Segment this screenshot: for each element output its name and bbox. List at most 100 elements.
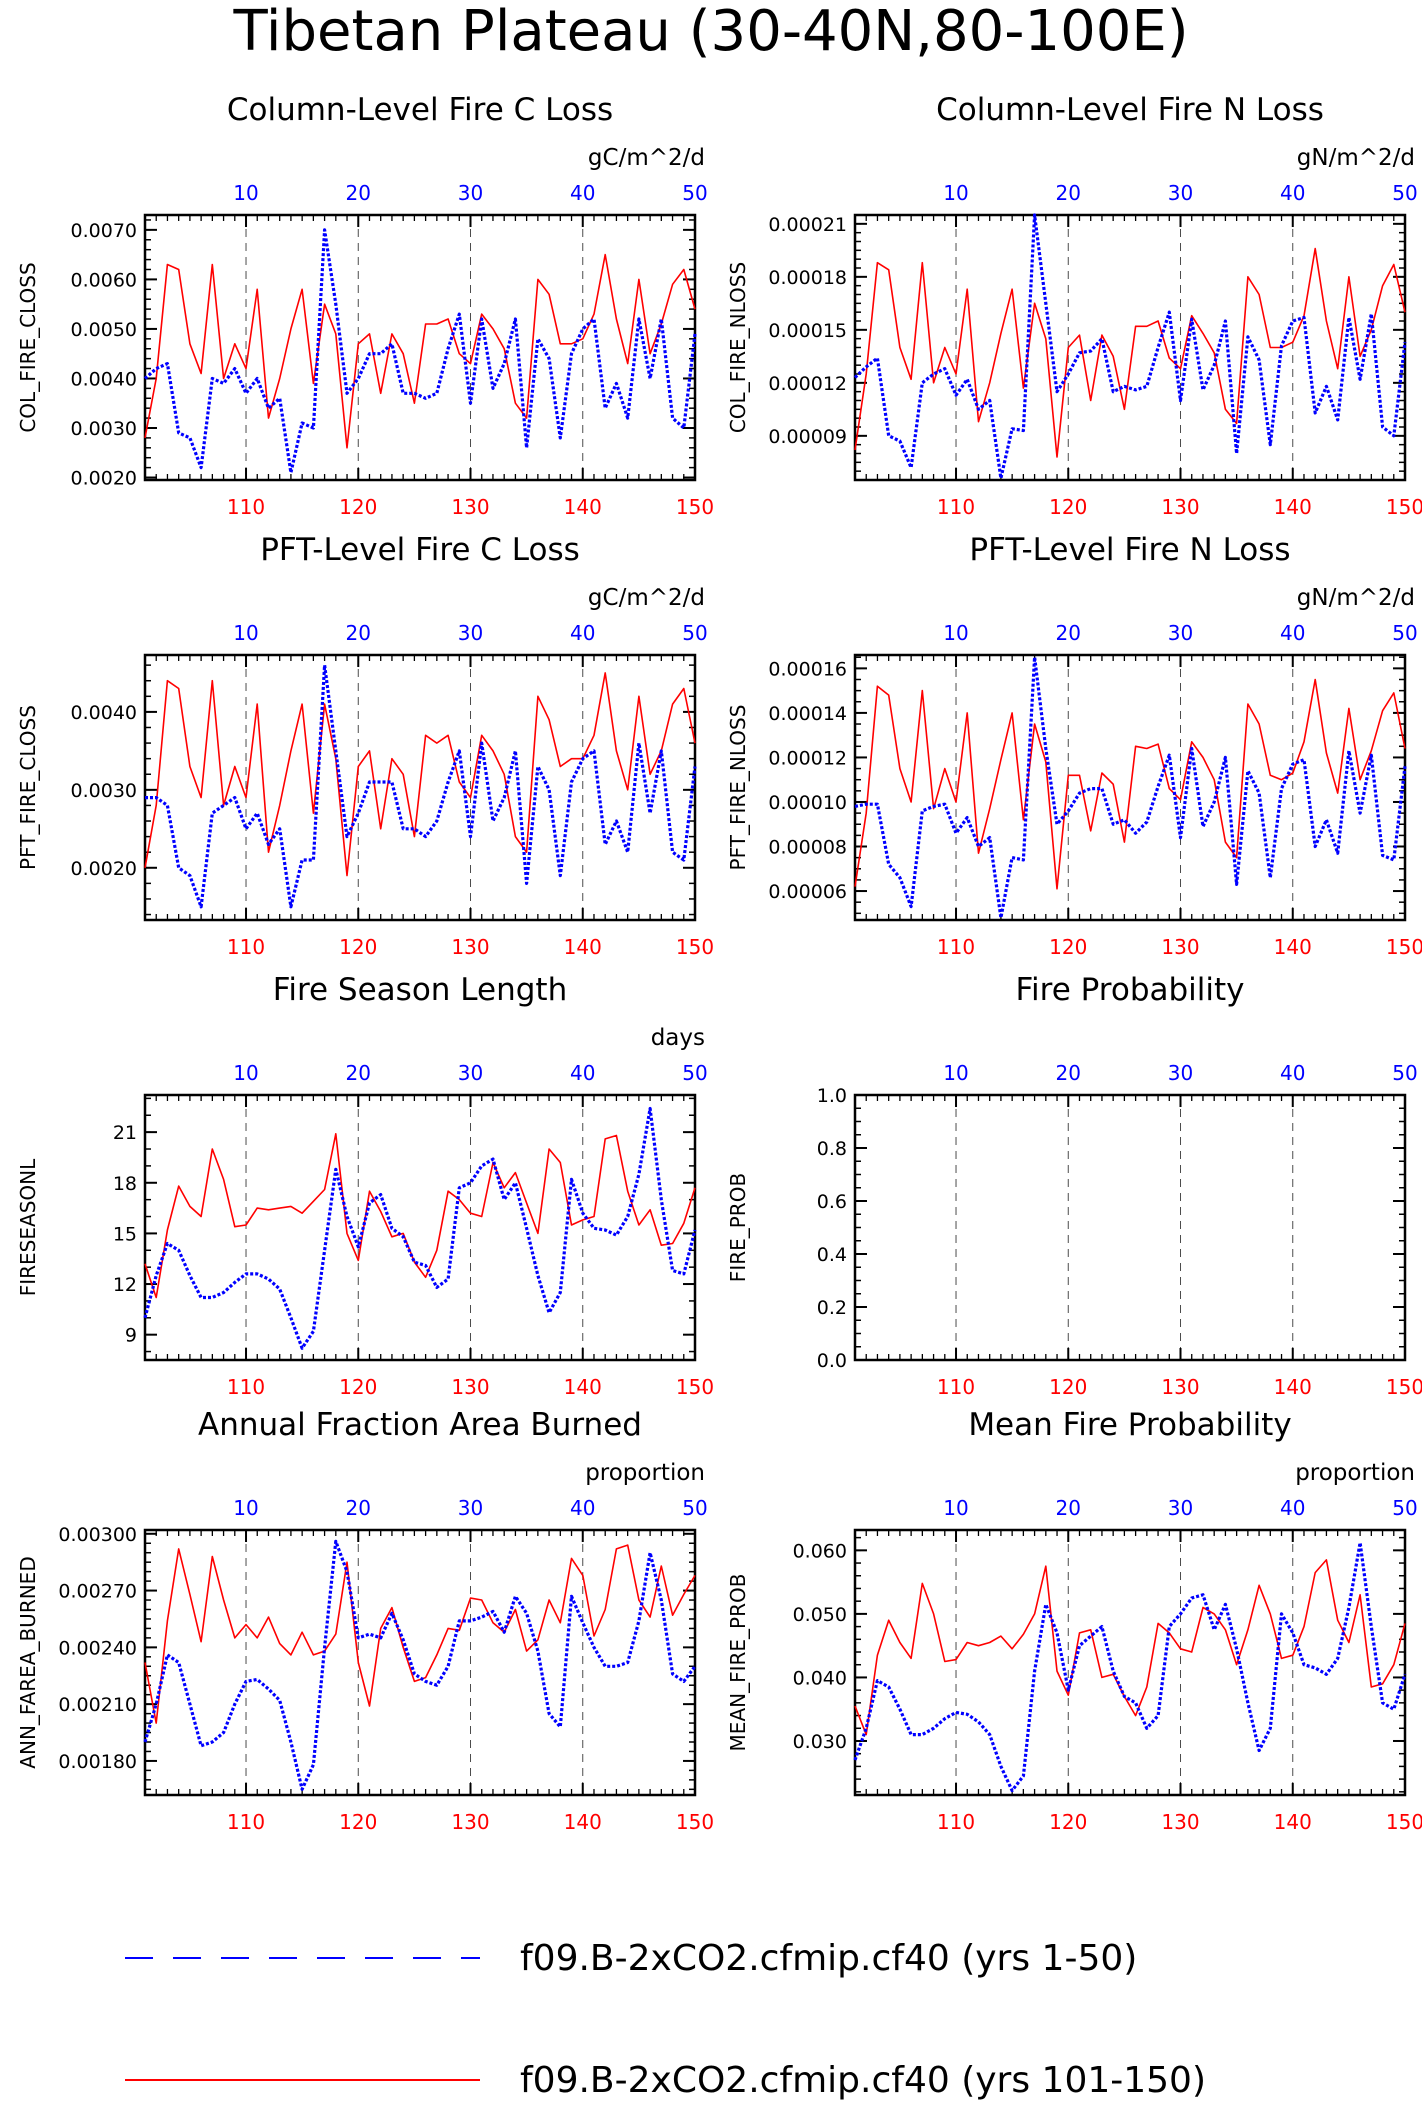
y-tick-label: 0.8: [817, 1138, 847, 1160]
plot-frame: [853, 1093, 1407, 1362]
chart-panel-1: Column-Level Fire N Loss gN/m^2/d COL_FIRE…: [726, 92, 1422, 519]
chart-panel-0: Column-Level Fire C Loss gC/m^2/d COL_FIRE…: [16, 92, 714, 519]
chart-panel-2: PFT-Level Fire C Loss gC/m^2/d PFT_FIRE_CL…: [16, 532, 714, 959]
chart-title: Fire Probability: [1015, 972, 1244, 1008]
top-x-tick-label: 10: [233, 621, 258, 645]
top-x-tick-label: 50: [1392, 1496, 1417, 1520]
bottom-x-tick-label: 150: [676, 1375, 714, 1399]
y-tick-label: 0.00180: [58, 1751, 137, 1773]
y-tick-label: 0.0060: [71, 269, 137, 291]
chart-title: Column-Level Fire N Loss: [936, 92, 1324, 128]
units-label: gN/m^2/d: [1297, 145, 1415, 171]
units-label: gC/m^2/d: [588, 585, 705, 611]
top-x-tick-label: 30: [1168, 1061, 1193, 1085]
bottom-x-tick-label: 140: [564, 495, 602, 519]
plot-frame: [143, 653, 697, 922]
y-axis-label: MEAN_FIRE_PROB: [726, 1574, 750, 1752]
bottom-x-tick-label: 120: [339, 935, 377, 959]
chart-title: PFT-Level Fire C Loss: [260, 532, 580, 568]
y-tick-label: 0.00240: [58, 1637, 137, 1659]
y-tick-label: 0.00014: [768, 703, 847, 725]
bottom-x-tick-label: 150: [1386, 1375, 1422, 1399]
y-tick-label: 0.040: [793, 1667, 847, 1689]
top-x-tick-label: 20: [1056, 1496, 1081, 1520]
bottom-x-tick-label: 130: [451, 1375, 489, 1399]
bottom-x-tick-label: 140: [564, 1810, 602, 1834]
top-x-tick-label: 10: [943, 1061, 968, 1085]
top-x-tick-label: 30: [1168, 181, 1193, 205]
series-line-blue: [145, 663, 697, 909]
series-line-red: [854, 678, 1406, 890]
panels-container: Column-Level Fire C Loss gC/m^2/d COL_FIRE…: [16, 92, 1422, 1834]
top-x-tick-label: 10: [943, 621, 968, 645]
units-label: proportion: [585, 1460, 705, 1486]
bottom-x-tick-label: 130: [451, 935, 489, 959]
bottom-x-tick-label: 110: [227, 935, 265, 959]
top-x-tick-label: 40: [570, 621, 595, 645]
top-x-tick-label: 10: [233, 181, 258, 205]
y-tick-label: 21: [113, 1122, 137, 1144]
series-line-blue: [854, 655, 1407, 920]
series-line-red: [144, 1544, 696, 1724]
chart-title: Column-Level Fire C Loss: [227, 92, 613, 128]
series-line-red: [144, 1133, 696, 1299]
top-x-tick-label: 30: [1168, 1496, 1193, 1520]
series-line-red: [854, 1559, 1406, 1736]
y-tick-label: 0.0040: [71, 368, 137, 390]
bottom-x-tick-label: 120: [1049, 1375, 1087, 1399]
y-tick-label: 0.00270: [58, 1581, 137, 1603]
legend-label-blue: f09.B-2xCO2.cfmip.cf40 (yrs 1-50): [520, 1938, 1137, 1979]
y-axis-label: FIRE_PROB: [726, 1173, 750, 1282]
top-x-tick-label: 50: [682, 1496, 707, 1520]
series-line-blue: [853, 1541, 1407, 1793]
bottom-x-tick-label: 150: [1386, 935, 1422, 959]
top-x-tick-label: 40: [570, 1061, 595, 1085]
series-line-blue: [143, 1539, 697, 1791]
y-axis-label: ANN_FAREA_BURNED: [16, 1556, 40, 1768]
bottom-x-tick-label: 140: [564, 935, 602, 959]
bottom-x-tick-label: 120: [1049, 935, 1087, 959]
y-tick-label: 0.00300: [58, 1524, 137, 1546]
top-x-tick-label: 40: [1280, 621, 1305, 645]
y-tick-label: 0.0020: [71, 468, 137, 490]
y-tick-label: 0.00012: [768, 747, 847, 769]
units-label: gC/m^2/d: [588, 145, 705, 171]
top-x-tick-label: 40: [1280, 1061, 1305, 1085]
chart-panel-6: Annual Fraction Area Burned proportion ANN…: [16, 1407, 714, 1834]
y-axis-label: COL_FIRE_CLOSS: [16, 262, 40, 432]
top-x-tick-label: 20: [1056, 1061, 1081, 1085]
y-tick-label: 1.0: [817, 1085, 847, 1107]
bottom-x-tick-label: 130: [1161, 495, 1199, 519]
bottom-x-tick-label: 150: [676, 495, 714, 519]
top-x-tick-label: 40: [1280, 181, 1305, 205]
y-tick-label: 0.00010: [768, 792, 847, 814]
top-x-tick-label: 50: [1392, 181, 1417, 205]
y-tick-label: 0.00009: [768, 426, 847, 448]
bottom-x-tick-label: 110: [227, 1810, 265, 1834]
y-tick-label: 0.0020: [71, 858, 137, 880]
legend-label-red: f09.B-2xCO2.cfmip.cf40 (yrs 101-150): [520, 2060, 1206, 2101]
bottom-x-tick-label: 150: [676, 1810, 714, 1834]
page-title: Tibetan Plateau (30-40N,80-100E): [232, 0, 1188, 64]
top-x-tick-label: 20: [346, 621, 371, 645]
chart-panel-5: Fire Probability FIRE_PROB 0.0 0.2 0.4 0.6 0.8…: [726, 972, 1422, 1399]
top-x-tick-label: 20: [1056, 181, 1081, 205]
chart-panel-3: PFT-Level Fire N Loss gN/m^2/d PFT_FIRE_NL…: [726, 532, 1422, 959]
bottom-x-tick-label: 120: [1049, 495, 1087, 519]
series-line-red: [854, 247, 1406, 458]
y-axis-label: FIRESEASONL: [16, 1158, 40, 1296]
y-tick-label: 0.2: [817, 1297, 847, 1319]
plot-frame: [853, 213, 1407, 482]
top-x-tick-label: 10: [233, 1061, 258, 1085]
y-tick-label: 0.4: [817, 1244, 847, 1266]
top-x-tick-label: 20: [346, 1496, 371, 1520]
bottom-x-tick-label: 150: [1386, 1810, 1422, 1834]
chart-title: Mean Fire Probability: [968, 1407, 1291, 1443]
bottom-x-tick-label: 140: [1274, 935, 1312, 959]
top-x-tick-label: 30: [458, 621, 483, 645]
top-x-tick-label: 30: [1168, 621, 1193, 645]
y-tick-label: 0.060: [793, 1540, 847, 1562]
y-tick-label: 0.00015: [768, 320, 847, 342]
